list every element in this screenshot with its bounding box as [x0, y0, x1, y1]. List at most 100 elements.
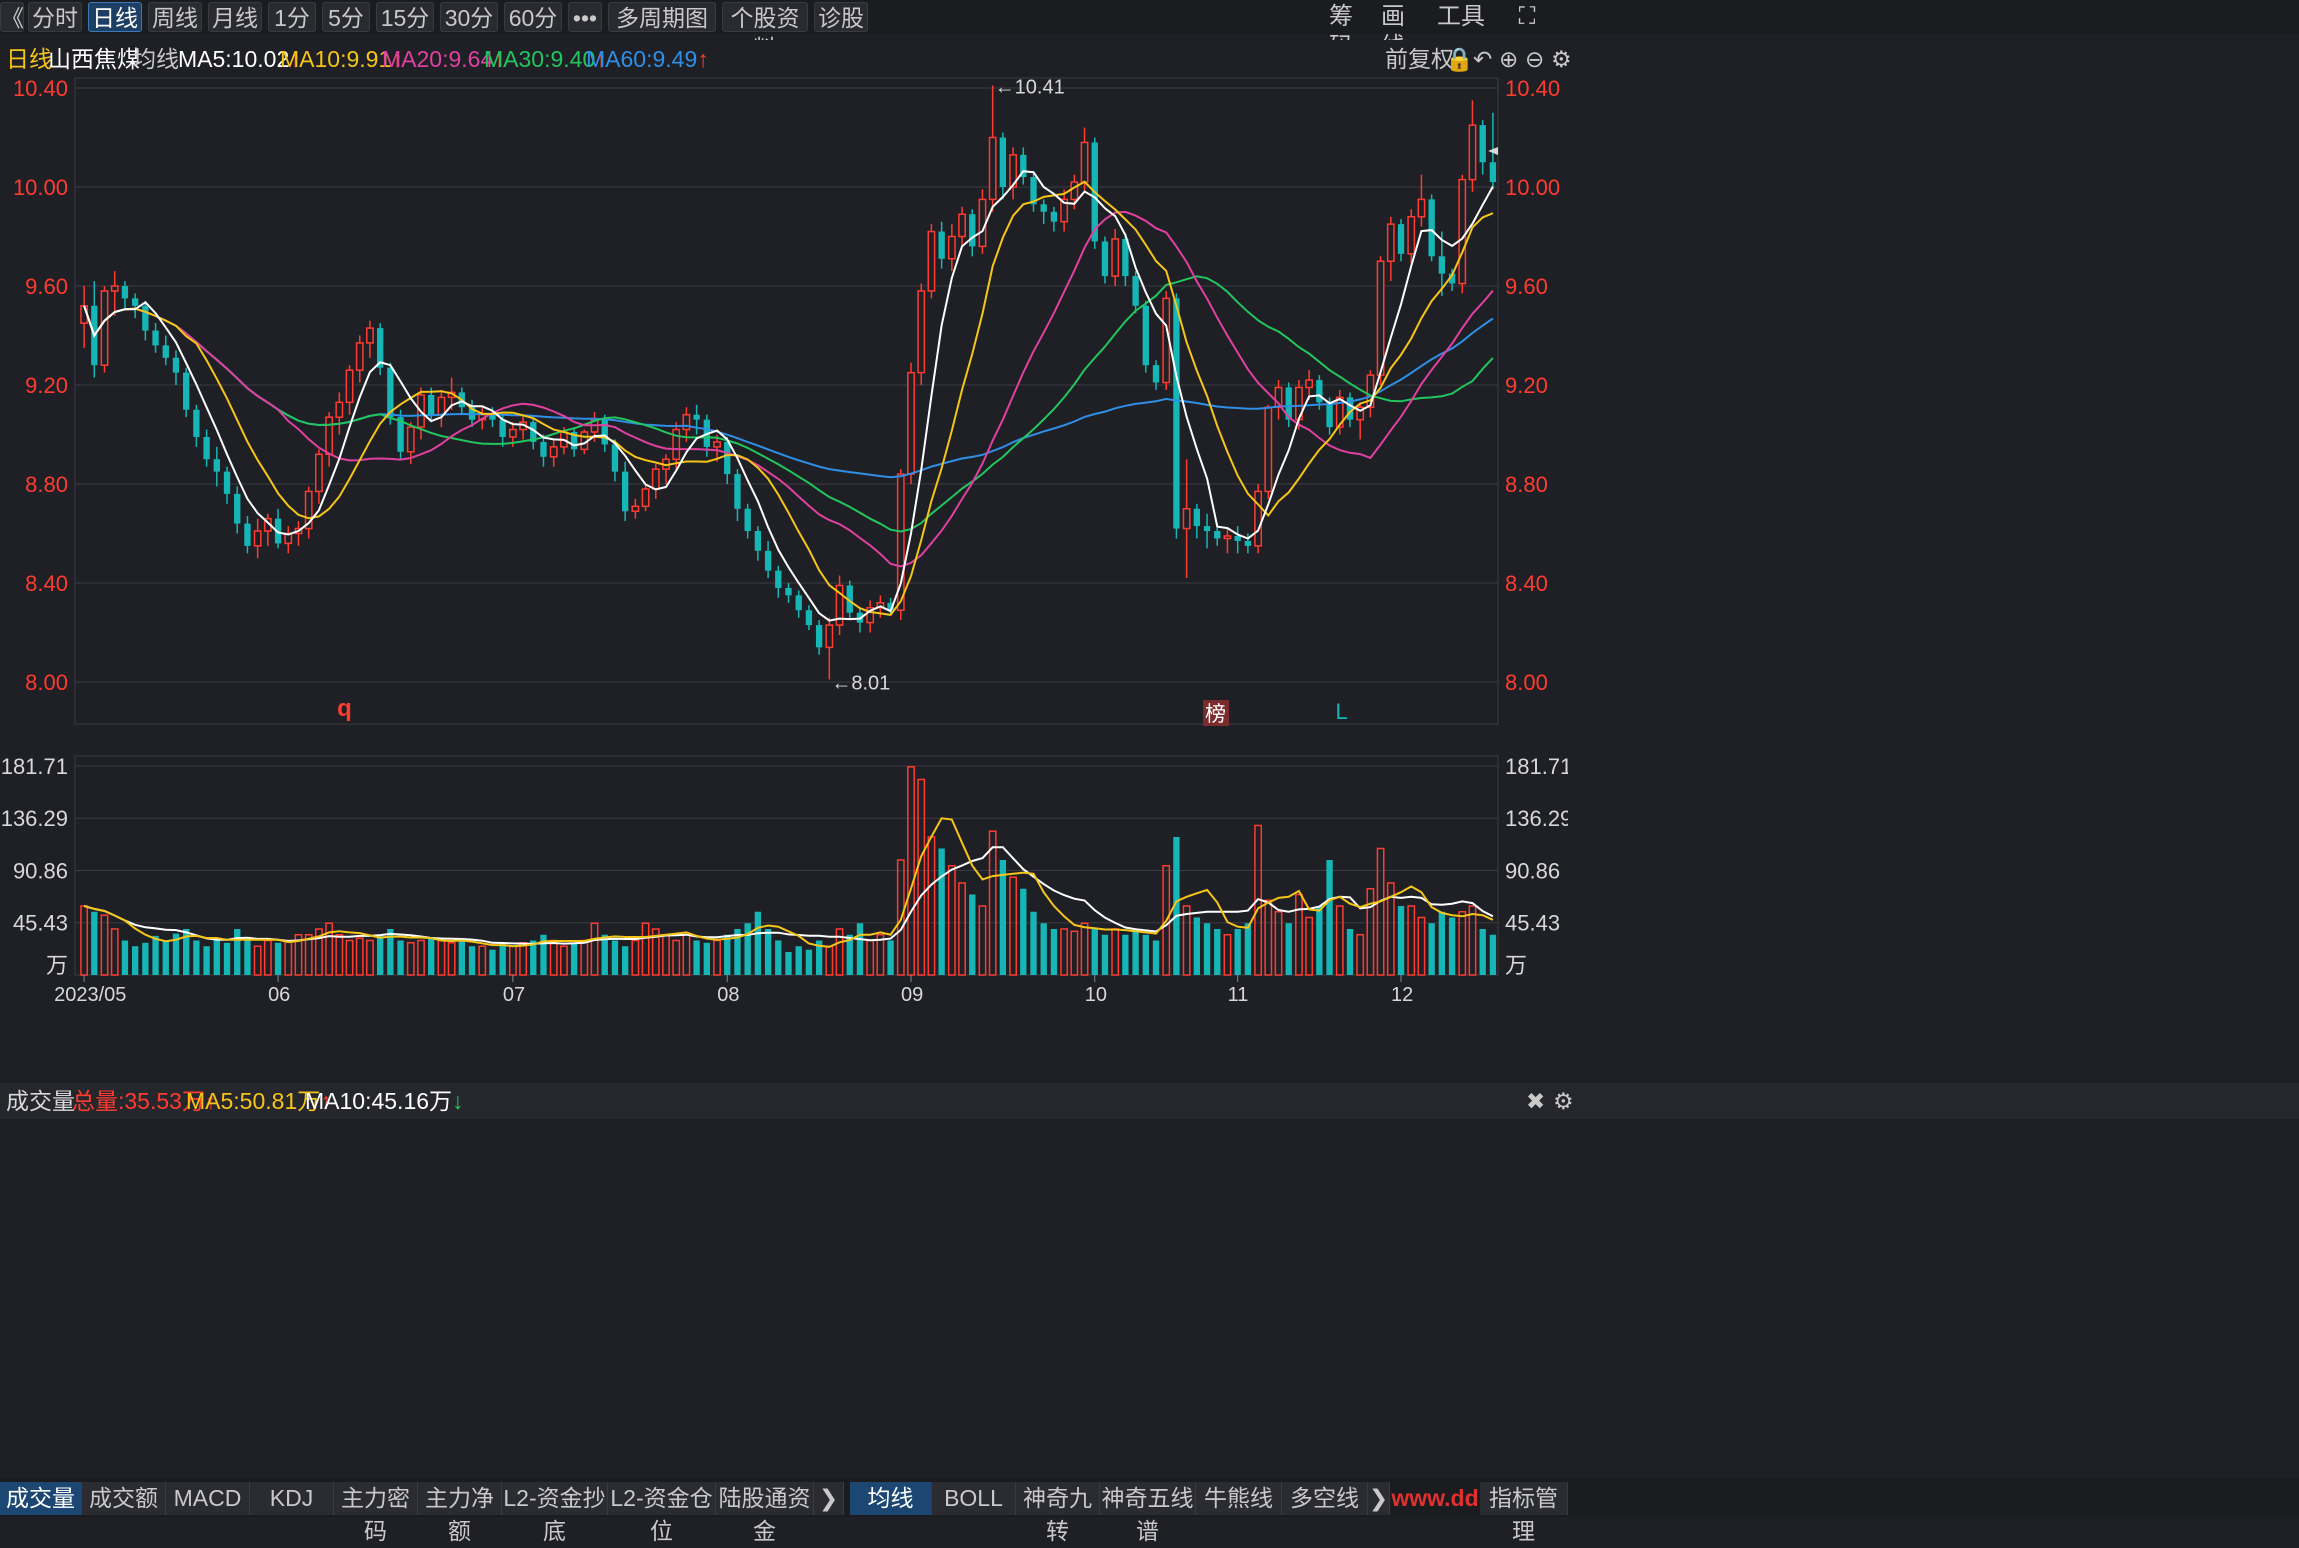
zoom-out-icon[interactable]: ⊖	[1525, 46, 1545, 72]
candle-body-down	[387, 367, 394, 418]
period-tab-15min[interactable]: 15分	[376, 2, 434, 32]
candle-body-up	[366, 327, 374, 344]
stock-info-button[interactable]: 个股资料	[722, 2, 808, 61]
period-tab-daily[interactable]: 日线	[88, 2, 142, 32]
volume-bar-down	[387, 928, 394, 975]
kline-chart[interactable]: 10.40 10.40 10.00 10.00 9.60 9.60 9.20 9.20 8.80…	[0, 0, 1568, 1478]
volume-bar-up	[1009, 876, 1018, 976]
tab-northbound[interactable]: 陆股通资金	[716, 1482, 814, 1544]
volume-bar-up	[1376, 847, 1385, 976]
candle-body-down	[1214, 531, 1221, 539]
tab-boll[interactable]: BOLL	[932, 1482, 1016, 1515]
tab-l2-position[interactable]: L2-资金仓位	[608, 1482, 716, 1544]
volume-bar-down	[969, 894, 976, 975]
tab-l2-bottom[interactable]: L2-资金抄底	[502, 1482, 608, 1544]
volume-bar-up	[1111, 928, 1120, 976]
diagnose-button[interactable]: 诊股	[814, 2, 868, 32]
volume-bar-down	[1244, 923, 1252, 975]
close-icon[interactable]: ✖	[1526, 1088, 1546, 1114]
tab-indicator-manage[interactable]: 指标管理	[1480, 1482, 1568, 1544]
volume-bar-up	[80, 905, 89, 976]
volume-bar-down	[856, 923, 864, 975]
tab-macd[interactable]: MACD	[166, 1482, 250, 1515]
fullscreen-icon[interactable]: ⛶	[1518, 3, 1536, 30]
candle-body-up	[1305, 379, 1314, 389]
volume-bar-down	[1428, 923, 1435, 975]
candle-body-up	[1356, 406, 1365, 421]
volume-bar-up	[1182, 905, 1191, 976]
period-tab-1min[interactable]: 1分	[268, 2, 316, 32]
tab-volume[interactable]: 成交量	[0, 1482, 82, 1515]
gear-icon[interactable]: ⚙	[1551, 46, 1572, 72]
volume-bar-up	[631, 939, 640, 976]
period-tab-5min[interactable]: 5分	[322, 2, 370, 32]
volume-bar-down	[1438, 911, 1446, 975]
candle-body-up	[927, 230, 936, 292]
candle-body-down	[887, 602, 894, 611]
tab-main-password[interactable]: 主力密码	[334, 1482, 418, 1544]
multi-period-dropdown[interactable]: 多周期图 ⌄	[608, 2, 716, 60]
volume-bar-down	[1346, 928, 1354, 975]
ma60-value: MA60:9.49↑	[586, 46, 709, 72]
period-tab-timeshare[interactable]: 分时	[28, 2, 82, 32]
volume-bar-down	[183, 928, 190, 975]
volume-tick-label-right: 181.71	[1505, 754, 1568, 779]
tab-ma[interactable]: 均线	[850, 1482, 932, 1515]
volume-bar-down	[91, 911, 98, 975]
x-axis-label: 06	[268, 984, 290, 1006]
candle-body-down	[744, 508, 751, 532]
tab-main-net[interactable]: 主力净额	[418, 1482, 502, 1544]
zoom-in-icon[interactable]: ⊕	[1499, 46, 1519, 72]
lock-icon[interactable]: 🔒	[1445, 46, 1474, 72]
tab-bull-bear[interactable]: 牛熊线	[1196, 1482, 1282, 1515]
volume-bar-up	[345, 939, 354, 976]
more-icon[interactable]: •••	[568, 2, 602, 32]
adjust-button[interactable]: 前复权	[1385, 46, 1454, 72]
back-icon[interactable]: 《	[0, 2, 24, 32]
tabs-next-icon[interactable]: ❯	[814, 1482, 844, 1515]
candle-body-up	[1182, 508, 1191, 530]
candle-body-down	[499, 419, 506, 437]
volume-bar-down	[213, 940, 220, 975]
volume-bar-up	[508, 945, 517, 976]
period-tab-30min[interactable]: 30分	[440, 2, 498, 32]
tab-kdj[interactable]: KDJ	[250, 1482, 334, 1515]
tabs-next-icon[interactable]: ❯	[1368, 1482, 1390, 1515]
candle-body-up	[304, 490, 313, 530]
volume-bar-down	[1152, 940, 1160, 975]
volume-bar-down	[499, 942, 506, 975]
volume-bar-down	[601, 934, 608, 975]
volume-bar-down	[223, 942, 231, 975]
volume-bar-down	[468, 946, 476, 975]
candle-body-up	[345, 369, 354, 404]
candle-body-down	[805, 610, 813, 626]
candle-body-up	[110, 285, 119, 292]
period-tab-monthly[interactable]: 月线	[208, 2, 262, 32]
candle-body-down	[1122, 238, 1129, 277]
volume-bar-up	[100, 914, 109, 976]
avg-line-label[interactable]: 均线	[133, 46, 179, 72]
stock-name[interactable]: 山西焦煤	[48, 46, 140, 72]
period-tab-60min[interactable]: 60分	[504, 2, 562, 32]
candle-body-up	[1458, 178, 1467, 285]
tab-turnover[interactable]: 成交额	[82, 1482, 166, 1515]
period-tab-weekly[interactable]: 周线	[148, 2, 202, 32]
volume-bar-down	[162, 940, 169, 975]
tab-magic-five[interactable]: 神奇五线谱	[1100, 1482, 1196, 1544]
undo-icon[interactable]: ↶	[1473, 46, 1493, 72]
volume-bar-down	[1101, 934, 1109, 975]
candle-body-up	[1264, 406, 1273, 493]
gear-icon[interactable]: ⚙	[1553, 1088, 1574, 1114]
candle-body-down	[754, 531, 762, 551]
tab-magic-nine[interactable]: 神奇九转	[1016, 1482, 1100, 1544]
volume-bar-up	[437, 939, 446, 976]
volume-bar-down	[846, 934, 853, 975]
price-tick-label-left: 9.60	[25, 274, 68, 299]
tab-long-short[interactable]: 多空线	[1282, 1482, 1368, 1515]
volume-bar-up	[1356, 933, 1365, 976]
volume-bar-up	[284, 939, 293, 976]
x-axis-label: 08	[717, 984, 739, 1006]
volume-bar-up	[478, 945, 487, 976]
x-axis-label: 10	[1085, 984, 1107, 1006]
candle-body-up	[1254, 490, 1263, 547]
